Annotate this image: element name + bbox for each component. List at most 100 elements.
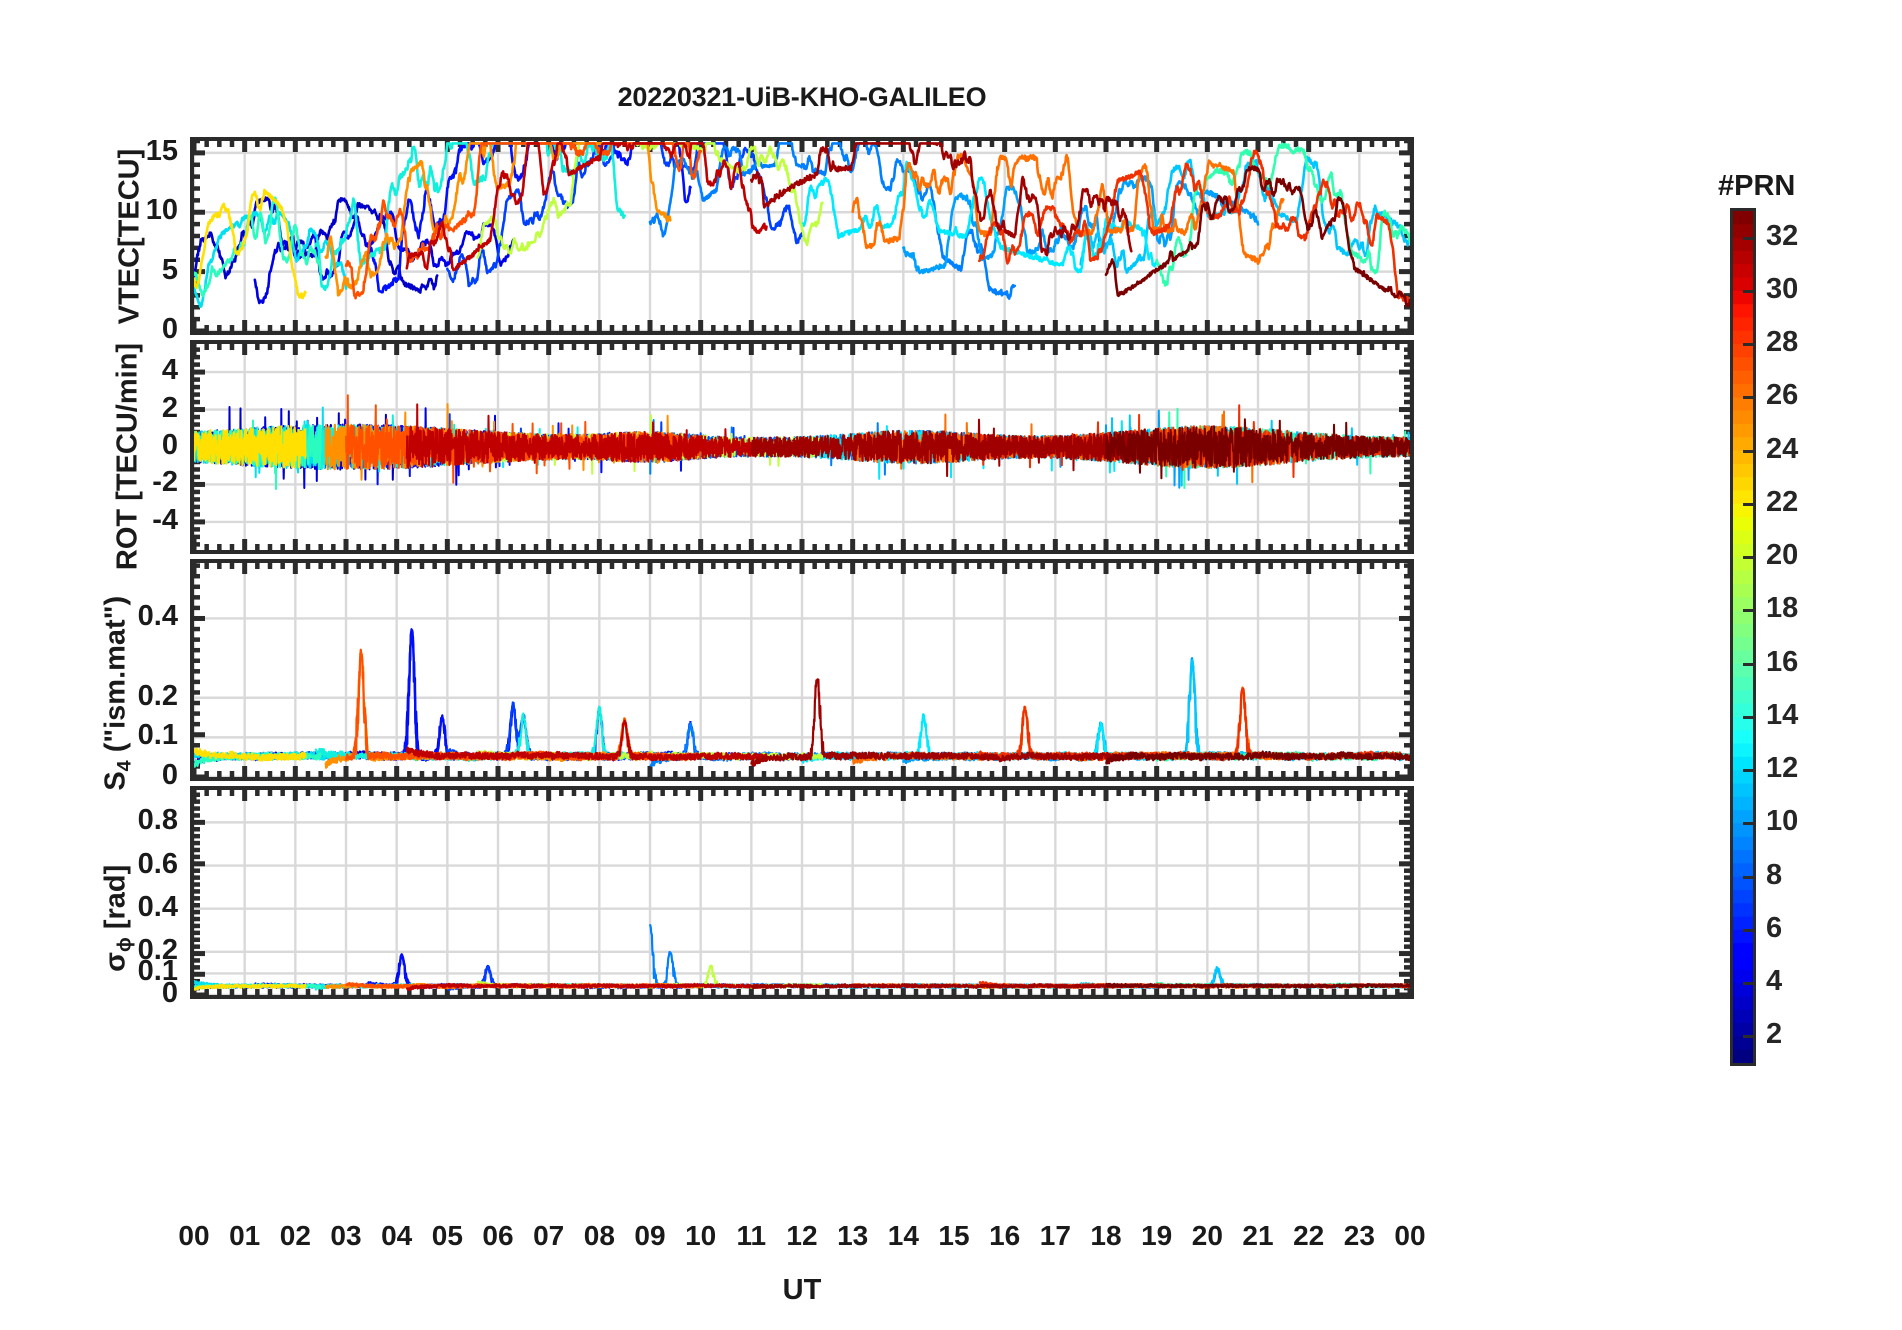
x-axis-tick-05-5: 05 <box>431 1220 463 1251</box>
colorbar-tick-mark-26 <box>1743 396 1753 400</box>
sigma-phi-series-prn-7 <box>648 924 1016 989</box>
colorbar-tick-18: 18 <box>1766 592 1799 625</box>
x-axis-tick-04-4: 04 <box>381 1220 413 1251</box>
x-axis-tick-08-8: 08 <box>583 1220 615 1251</box>
rot-series-prn-31 <box>750 418 1133 478</box>
vtec-ytick-10: 10 <box>145 194 178 227</box>
sigma-phi-series-prn-21 <box>194 983 307 991</box>
x-axis-tick-11-11: 11 <box>736 1220 767 1251</box>
panel-sigmaphi <box>190 786 1414 999</box>
colorbar-tick-10: 10 <box>1766 805 1799 838</box>
colorbar-tick-mark-28 <box>1743 343 1753 347</box>
x-axis-tick-16-16: 16 <box>989 1220 1021 1251</box>
sigma-phi-ytick-0p6: 0.6 <box>137 847 178 880</box>
colorbar-tick-12: 12 <box>1766 752 1799 785</box>
colorbar-tick-mark-20 <box>1743 556 1753 560</box>
s4-series-prn-3 <box>253 629 515 762</box>
x-axis-tick-15-15: 15 <box>938 1220 970 1251</box>
x-axis-tick-02-2: 02 <box>279 1220 311 1251</box>
x-axis-tick-07-7: 07 <box>533 1220 565 1251</box>
rot-ytick-neg4: -4 <box>152 503 178 536</box>
sigma-phi-ytick-0p8: 0.8 <box>137 804 178 837</box>
colorbar-tick-30: 30 <box>1766 272 1799 305</box>
sigma-phi-series-prn-33 <box>1104 982 1410 989</box>
sigma-phi-series-prn-30 <box>405 982 768 991</box>
colorbar-tick-32: 32 <box>1766 219 1799 252</box>
x-axis-tick-01-1: 01 <box>229 1220 261 1251</box>
colorbar-tick-mark-30 <box>1743 289 1753 293</box>
x-axis-tick-06-6: 06 <box>482 1220 514 1251</box>
sigma-phi-series-prn-31 <box>750 982 1133 990</box>
x-axis-tick-00-0: 00 <box>178 1220 210 1251</box>
vtec-ytick-5: 5 <box>161 253 178 286</box>
colorbar-tick-22: 22 <box>1766 485 1799 518</box>
vtec-series-prn-33 <box>1104 165 1410 307</box>
colorbar-tick-8: 8 <box>1766 858 1783 891</box>
colorbar-tick-mark-22 <box>1743 502 1753 506</box>
x-axis-tick-09-9: 09 <box>634 1220 666 1251</box>
colorbar-tick-28: 28 <box>1766 326 1799 359</box>
vtec-ytick-0: 0 <box>161 313 178 345</box>
x-axis-tick-19-19: 19 <box>1141 1220 1173 1251</box>
figure-title: 20220321-UiB-KHO-GALILEO <box>617 82 987 112</box>
rot-ytick-0: 0 <box>161 429 178 461</box>
s4-series-prn-21 <box>194 747 307 762</box>
x-axis-tick-23-23: 23 <box>1343 1220 1375 1251</box>
rot-series-prn-21 <box>194 425 307 469</box>
vtec-series-prn-30 <box>405 142 768 272</box>
vtec-ytick-15: 15 <box>145 134 178 167</box>
x-axis-tick-00-24: 00 <box>1394 1220 1426 1251</box>
panel-s4 <box>190 559 1414 781</box>
x-axis-tick-22-22: 22 <box>1293 1220 1325 1251</box>
vtec-series-prn-21 <box>194 188 307 300</box>
panel-rot <box>190 340 1414 554</box>
sigma-phi-ytick-0p4: 0.4 <box>137 890 178 923</box>
colorbar-tick-20: 20 <box>1766 539 1799 572</box>
sigma-phi-series-prn-3 <box>253 953 515 990</box>
colorbar-tick-mark-2 <box>1743 1035 1753 1039</box>
panel-vtec <box>190 137 1414 335</box>
x-axis-tick-20-20: 20 <box>1191 1220 1223 1251</box>
colorbar-tick-14: 14 <box>1766 698 1799 731</box>
s4-ytick-0p4: 0.4 <box>137 600 178 633</box>
colorbar-tick-mark-10 <box>1743 822 1753 826</box>
colorbar-tick-4: 4 <box>1766 965 1783 998</box>
x-axis-tick-03-3: 03 <box>330 1220 362 1251</box>
vtec-series-prn-13 <box>194 196 322 298</box>
colorbar-tick-mark-12 <box>1743 769 1753 773</box>
s4-series-prn-31 <box>750 678 1133 767</box>
sigma-phi-ytick-0p2: 0.2 <box>137 933 178 966</box>
colorbar-tick-26: 26 <box>1766 379 1799 412</box>
vtec-series-prn-19 <box>476 142 824 259</box>
rot-ytick-neg2: -2 <box>152 466 178 499</box>
s4-series-prn-2 <box>194 628 438 765</box>
x-axis-tick-21-21: 21 <box>1242 1220 1274 1251</box>
colorbar-tick-mark-24 <box>1743 449 1753 453</box>
x-axis-tick-18-18: 18 <box>1090 1220 1122 1251</box>
colorbar-tick-mark-8 <box>1743 875 1753 879</box>
vtec-series-prn-7 <box>648 142 1017 300</box>
colorbar-tick-mark-18 <box>1743 609 1753 613</box>
colorbar-tick-24: 24 <box>1766 432 1799 465</box>
colorbar-tick-6: 6 <box>1766 911 1783 944</box>
sigma-phi-ytick-0: 0 <box>161 977 178 1009</box>
rot-ytick-2: 2 <box>161 391 178 424</box>
colorbar-tick-mark-6 <box>1743 928 1753 932</box>
x-axis-label: UT <box>782 1274 822 1306</box>
colorbar-tick-mark-32 <box>1743 236 1753 240</box>
s4-series-prn-8 <box>902 657 1260 765</box>
rot-ytick-4: 4 <box>161 354 178 387</box>
colorbar <box>1730 208 1756 1066</box>
s4-ytick-0p2: 0.2 <box>137 679 178 712</box>
s4-series-prn-33 <box>1105 750 1410 765</box>
sigma-phi-ytick-0p1: 0.1 <box>137 955 178 988</box>
rot-series-prn-33 <box>1105 418 1410 480</box>
x-axis-tick-12-12: 12 <box>786 1220 818 1251</box>
colorbar-title: #PRN <box>1718 170 1796 202</box>
vtec-series-prn-9 <box>1079 155 1410 274</box>
colorbar-tick-mark-16 <box>1743 662 1753 666</box>
s4-ytick-0: 0 <box>161 759 178 791</box>
colorbar-tick-mark-4 <box>1743 982 1753 986</box>
rot-series-prn-30 <box>405 403 768 469</box>
colorbar-tick-2: 2 <box>1766 1018 1783 1051</box>
